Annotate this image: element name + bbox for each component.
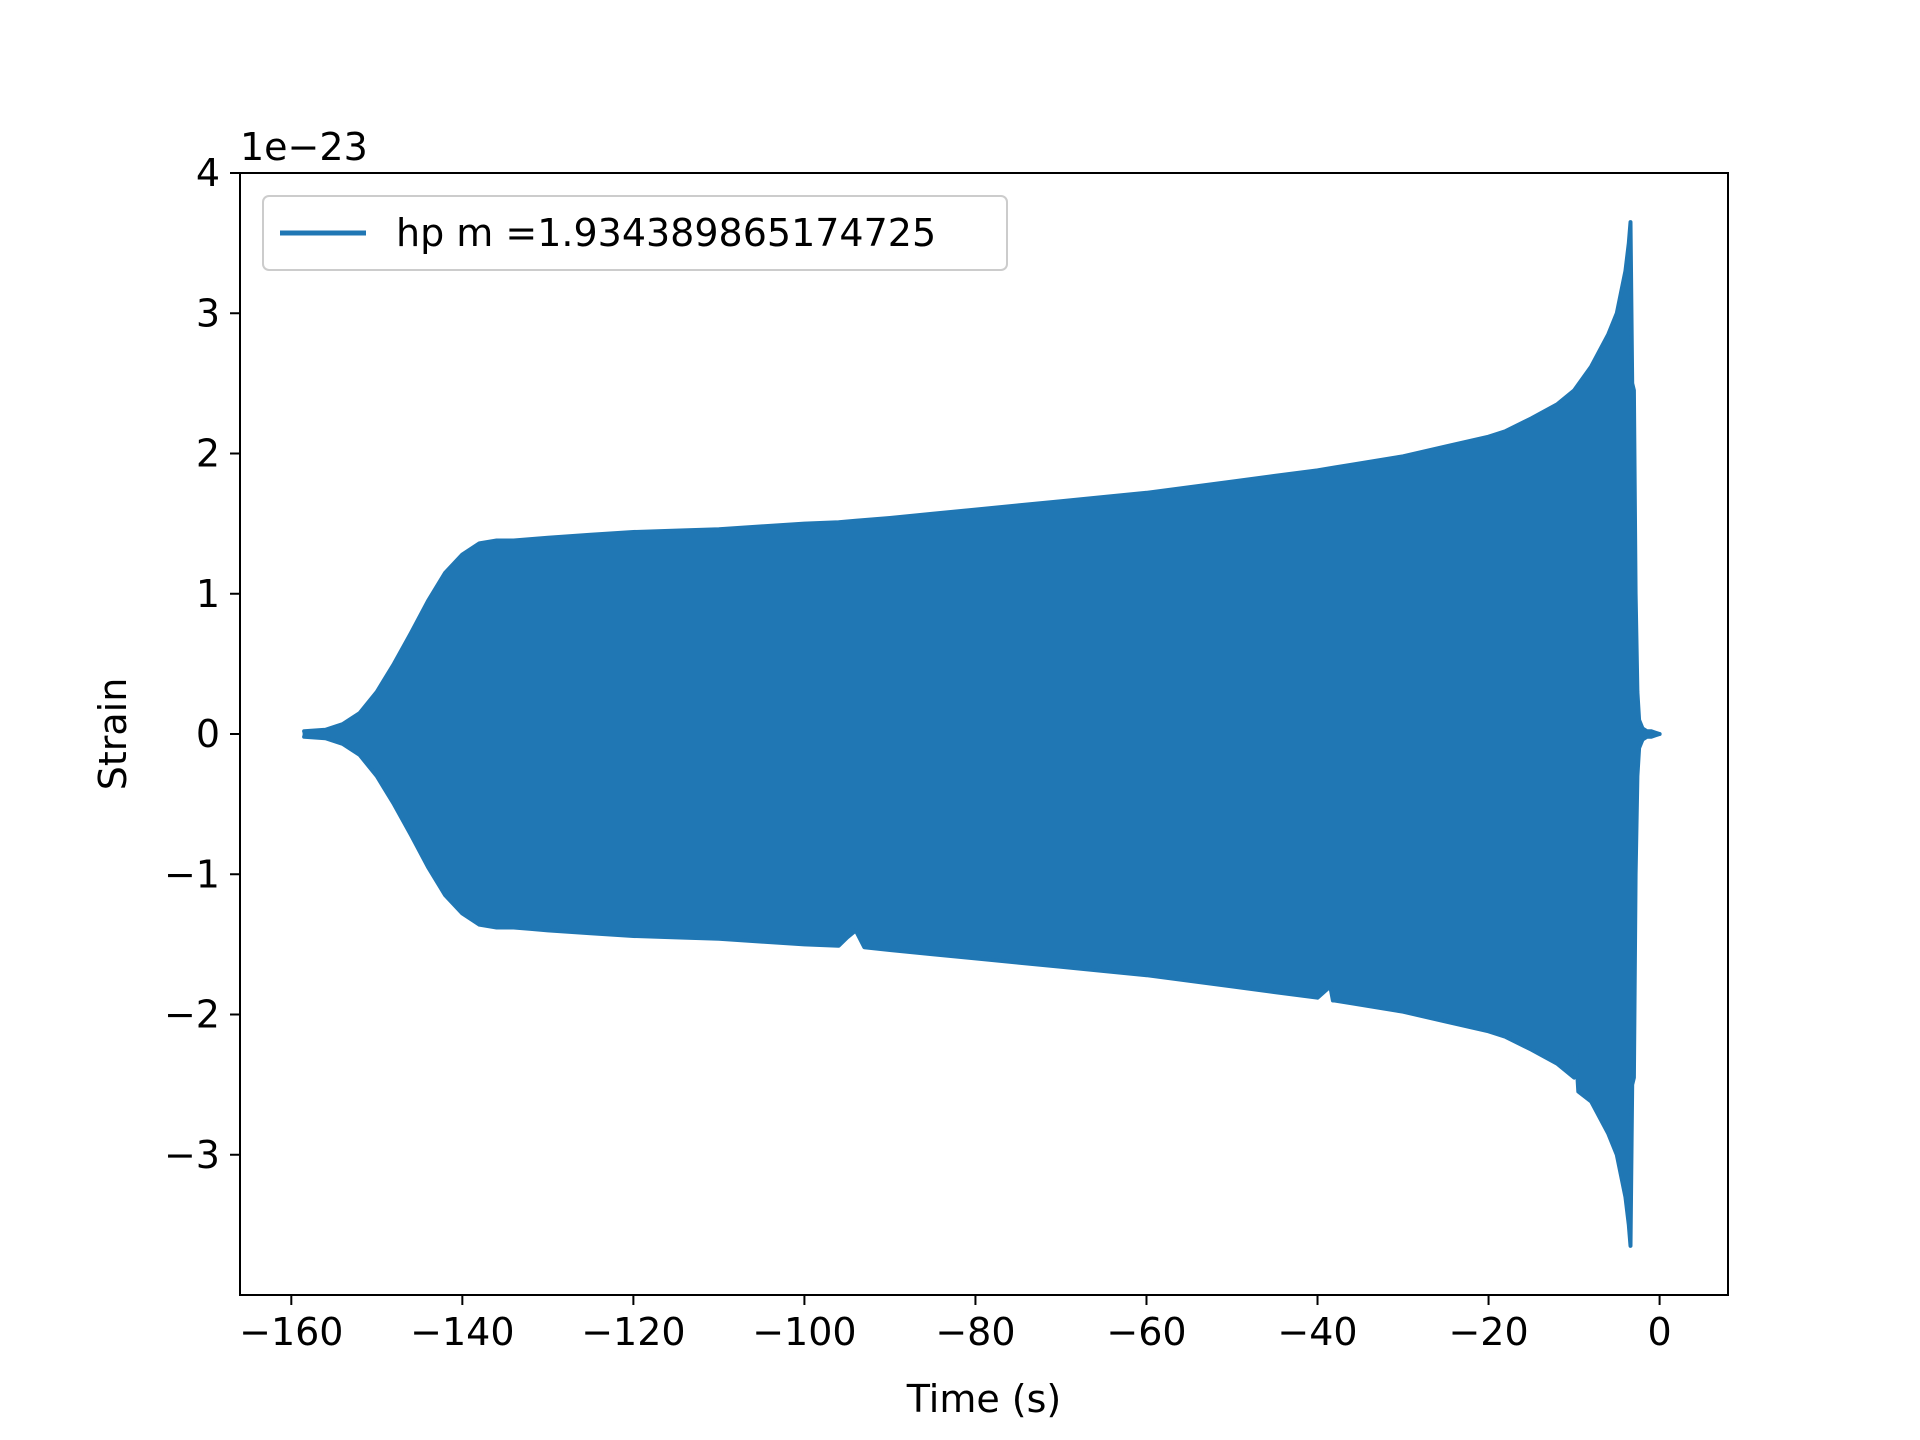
y-tick-label: 1 xyxy=(196,572,220,616)
y-tick-label: −3 xyxy=(164,1133,220,1177)
y-axis-ticks: −3 −2 −1 0 1 2 3 4 xyxy=(164,151,240,1177)
legend-label: hp m =1.934389865174725 xyxy=(396,211,936,255)
y-axis-label: Strain xyxy=(91,678,135,791)
x-tick-label: −40 xyxy=(1277,1310,1357,1354)
x-tick-label: −20 xyxy=(1448,1310,1528,1354)
legend-box xyxy=(262,195,1008,271)
y-tick-label: 2 xyxy=(196,432,220,476)
x-tick-label: 0 xyxy=(1647,1310,1671,1354)
y-scale-offset-label: 1e−23 xyxy=(240,125,368,169)
waveform-lower-line xyxy=(302,732,1662,1248)
x-tick-label: −120 xyxy=(581,1310,685,1354)
plot-area xyxy=(302,220,1662,1248)
waveform-upper-line xyxy=(302,220,1662,736)
x-tick-label: −80 xyxy=(935,1310,1015,1354)
legend: hp m =1.934389865174725 xyxy=(262,195,1008,271)
y-tick-label: −1 xyxy=(164,852,220,896)
y-tick-label: −2 xyxy=(164,993,220,1037)
x-axis-label: Time (s) xyxy=(906,1377,1062,1421)
x-axis-ticks: −160 −140 −120 −100 −80 −60 −40 −20 0 xyxy=(239,1295,1672,1354)
x-tick-label: −60 xyxy=(1106,1310,1186,1354)
x-tick-label: −160 xyxy=(239,1310,343,1354)
y-tick-label: 0 xyxy=(196,712,220,756)
x-tick-label: −140 xyxy=(410,1310,514,1354)
y-tick-label: 3 xyxy=(196,291,220,335)
y-tick-label: 4 xyxy=(196,151,220,195)
x-tick-label: −100 xyxy=(752,1310,856,1354)
